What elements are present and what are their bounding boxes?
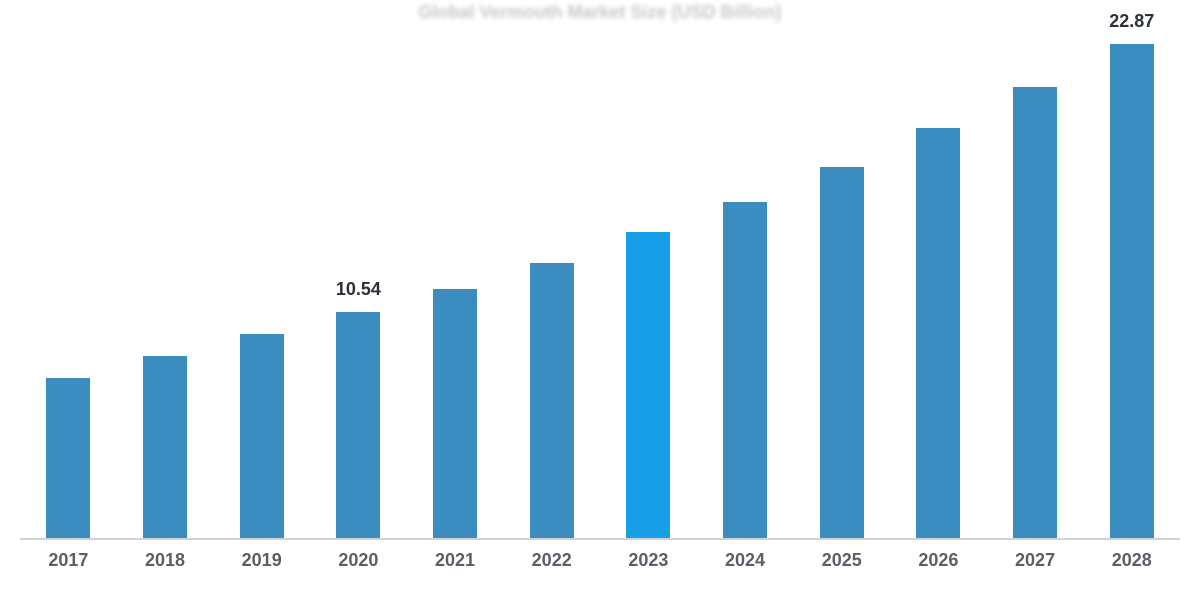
x-tick-label: 2017 xyxy=(20,550,117,580)
x-tick-label: 2022 xyxy=(503,550,600,580)
bar-slot xyxy=(697,20,794,540)
x-tick-label: 2025 xyxy=(793,550,890,580)
bar-slot xyxy=(793,20,890,540)
bar xyxy=(916,128,960,540)
bar xyxy=(46,378,90,541)
bar-slot xyxy=(117,20,214,540)
x-tick-label: 2027 xyxy=(987,550,1084,580)
bar xyxy=(626,232,670,540)
bar-slot xyxy=(890,20,987,540)
x-axis-baseline xyxy=(20,538,1180,540)
bar-value-label: 22.87 xyxy=(1109,11,1154,32)
x-tick-label: 2026 xyxy=(890,550,987,580)
bar xyxy=(1110,44,1154,540)
bar xyxy=(530,263,574,540)
x-tick-label: 2023 xyxy=(600,550,697,580)
market-size-bar-chart: Global Vermouth Market Size (USD Billion… xyxy=(0,0,1200,600)
bar-value-label: 10.54 xyxy=(336,279,381,300)
bar xyxy=(240,334,284,540)
bar-slot xyxy=(600,20,697,540)
bar-slot xyxy=(213,20,310,540)
bar xyxy=(1013,87,1057,540)
x-tick-label: 2028 xyxy=(1083,550,1180,580)
bar-slot: 22.87 xyxy=(1083,20,1180,540)
bar xyxy=(336,312,380,540)
plot-area: 10.54 22.87 xyxy=(20,20,1180,540)
bar xyxy=(723,202,767,540)
bar xyxy=(143,356,187,540)
x-tick-label: 2019 xyxy=(213,550,310,580)
bar-slot xyxy=(407,20,504,540)
bar-slot: 10.54 xyxy=(310,20,407,540)
bar-slot xyxy=(20,20,117,540)
bar-slot xyxy=(987,20,1084,540)
x-tick-label: 2021 xyxy=(407,550,504,580)
bars-container: 10.54 22.87 xyxy=(20,20,1180,540)
bar-slot xyxy=(503,20,600,540)
x-tick-label: 2020 xyxy=(310,550,407,580)
bar xyxy=(433,289,477,540)
bar xyxy=(820,167,864,540)
x-tick-label: 2024 xyxy=(697,550,794,580)
x-tick-label: 2018 xyxy=(117,550,214,580)
x-axis-labels: 2017201820192020202120222023202420252026… xyxy=(20,550,1180,580)
